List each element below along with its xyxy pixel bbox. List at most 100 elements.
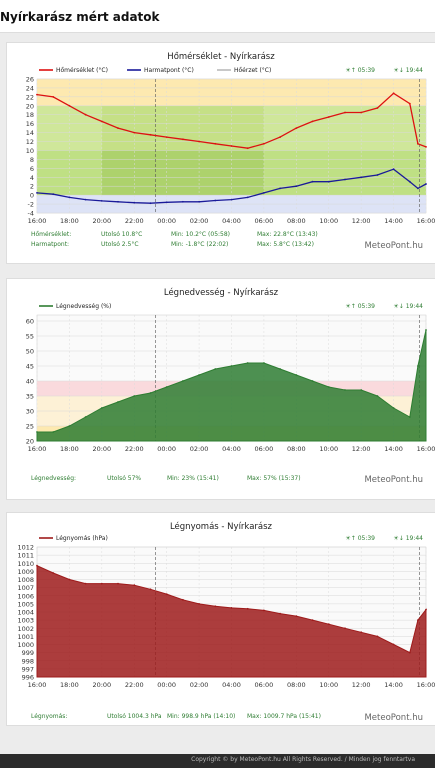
y-tick-label: 60: [26, 318, 34, 326]
data-point: [360, 176, 363, 179]
stat-max: Max: 57% (15:37): [247, 475, 301, 482]
x-tick-label: 10:00: [319, 681, 338, 689]
chart-title: Hőmérséklet - Nyírkarász: [167, 51, 275, 62]
data-point: [84, 198, 87, 201]
stat-label: Légnedvesség:: [31, 475, 76, 482]
footer: Copyright © by MeteoPont.hu All Rights R…: [0, 754, 435, 768]
y-tick-label: 45: [26, 363, 34, 371]
brand-watermark: MeteoPont.hu: [364, 713, 423, 723]
series-line: [36, 92, 427, 149]
data-point: [279, 368, 281, 370]
x-tick-label: 20:00: [92, 445, 111, 453]
legend-entry: Hőérzet (°C): [234, 67, 271, 74]
sunrise-label: ☀↑ 05:39: [345, 303, 375, 310]
stat-label: Légnyomás:: [31, 713, 67, 720]
stat-max: Max: 5.8°C (13:42): [257, 241, 314, 248]
stat-max: Max: 22.8°C (13:43): [257, 231, 318, 238]
y-tick-label: 30: [26, 408, 34, 416]
data-point: [327, 116, 330, 118]
data-point: [230, 365, 233, 367]
x-tick-label: 14:00: [384, 445, 403, 453]
chart-title: Légnedvesség - Nyírkarász: [164, 287, 279, 298]
x-tick-label: 18:00: [60, 445, 79, 453]
data-point: [68, 196, 71, 199]
data-point: [149, 588, 152, 591]
y-tick-label: 24: [26, 84, 34, 92]
data-point: [165, 386, 168, 388]
data-point: [100, 200, 103, 202]
data-point: [311, 180, 314, 183]
y-tick-label: 1000: [17, 641, 34, 649]
y-tick-label: 1012: [17, 544, 34, 552]
sunset-label: ☀↓ 19:44: [393, 535, 423, 542]
stat-min: Min: 23% (15:41): [167, 475, 219, 482]
data-point: [133, 584, 136, 587]
stat-last: Utolsó 1004.3 hPa: [107, 713, 162, 720]
data-point: [52, 193, 55, 196]
data-point: [84, 113, 87, 116]
data-point: [376, 635, 379, 638]
data-point: [214, 199, 217, 202]
data-point: [84, 582, 87, 585]
y-tick-label: 22: [26, 93, 34, 101]
y-tick-label: 18: [26, 111, 34, 119]
x-tick-label: 00:00: [157, 681, 176, 689]
y-tick-label: 10: [26, 147, 34, 155]
chart-title: Légnyomás - Nyírkarász: [170, 521, 273, 532]
brand-watermark: MeteoPont.hu: [364, 241, 423, 251]
data-point: [133, 131, 136, 134]
y-tick-label: 20: [26, 102, 34, 110]
legend-entry: Légnyomás (hPa): [56, 535, 108, 542]
y-tick-label: 4: [30, 174, 34, 182]
x-tick-label: 14:00: [384, 217, 403, 225]
data-point: [246, 607, 249, 610]
series-line: [36, 168, 427, 204]
data-point: [68, 104, 71, 107]
x-tick-label: 10:00: [319, 445, 338, 453]
night-shade: [101, 150, 264, 196]
y-tick-label: 12: [26, 138, 34, 146]
page-title: Nyírkarász mért adatok: [0, 10, 160, 24]
stat-label: Harmatpont:: [31, 241, 69, 248]
y-tick-label: 1003: [17, 617, 34, 625]
x-tick-label: 18:00: [60, 681, 79, 689]
data-point: [327, 180, 330, 183]
data-point: [344, 178, 346, 181]
data-point: [117, 401, 119, 403]
y-tick-label: 40: [26, 378, 34, 386]
legend-entry: Harmatpont (°C): [144, 67, 194, 74]
x-tick-label: 04:00: [222, 681, 241, 689]
x-tick-label: 16:00: [28, 445, 47, 453]
x-tick-label: 12:00: [352, 217, 371, 225]
data-point: [149, 392, 152, 394]
data-point: [263, 362, 265, 364]
data-point: [279, 187, 281, 190]
data-point: [425, 329, 427, 331]
x-tick-label: 02:00: [190, 445, 209, 453]
data-point: [149, 202, 152, 205]
data-point: [182, 200, 184, 203]
data-point: [360, 111, 363, 114]
data-point: [246, 362, 249, 364]
y-tick-label: 1008: [17, 576, 34, 584]
stat-label: Hőmérséklet:: [31, 231, 71, 238]
data-point: [182, 380, 184, 382]
data-point: [344, 111, 346, 114]
data-point: [117, 200, 119, 203]
data-point: [392, 168, 395, 171]
y-tick-label: 1009: [17, 568, 34, 576]
data-point: [117, 582, 119, 585]
data-point: [100, 407, 103, 409]
data-point: [133, 201, 136, 204]
x-tick-label: 06:00: [255, 217, 274, 225]
data-point: [295, 185, 298, 188]
data-point: [408, 180, 411, 183]
data-point: [376, 174, 379, 176]
data-point: [392, 643, 395, 646]
data-point: [417, 365, 419, 367]
data-point: [311, 619, 314, 621]
data-point: [165, 201, 168, 204]
y-tick-label: 26: [26, 76, 34, 84]
x-tick-label: 12:00: [352, 445, 371, 453]
sunrise-label: ☀↑ 05:39: [345, 67, 375, 74]
